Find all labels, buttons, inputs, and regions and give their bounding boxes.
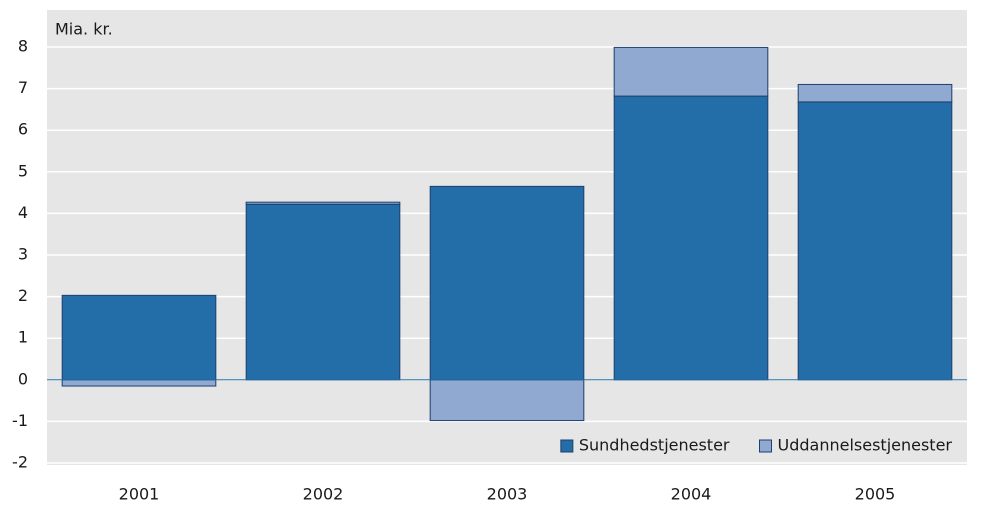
bar-segment bbox=[429, 379, 585, 422]
bar-segment bbox=[245, 203, 401, 381]
x-tick-label: 2002 bbox=[303, 485, 344, 504]
y-tick-label: 2 bbox=[18, 286, 28, 305]
bar-segment bbox=[613, 46, 769, 97]
y-tick-label: 5 bbox=[18, 161, 28, 180]
y-tick-label: 4 bbox=[18, 203, 28, 222]
legend-label: Uddannelsestjenester bbox=[778, 436, 953, 455]
x-tick-label: 2001 bbox=[119, 485, 160, 504]
legend-label: Sundhedstjenester bbox=[579, 436, 730, 455]
legend-swatch bbox=[759, 439, 772, 453]
bar-segment bbox=[245, 201, 401, 205]
bar-segment bbox=[61, 294, 217, 381]
y-tick-label: 7 bbox=[18, 78, 28, 97]
y-tick-label: 0 bbox=[18, 369, 28, 388]
y-tick-label: 8 bbox=[18, 37, 28, 56]
x-tick-label: 2004 bbox=[671, 485, 712, 504]
bar-segment bbox=[61, 379, 217, 387]
bar-segment bbox=[797, 83, 953, 103]
legend-swatch bbox=[560, 439, 574, 453]
x-tick-label: 2003 bbox=[487, 485, 528, 504]
y-tick-label: 6 bbox=[18, 120, 28, 139]
y-tick-label: 1 bbox=[18, 328, 28, 347]
y-tick-label: 3 bbox=[18, 245, 28, 264]
y-tick-label: -1 bbox=[12, 411, 28, 430]
bar-segment bbox=[797, 101, 953, 381]
bar-segment bbox=[429, 185, 585, 381]
bar-segment bbox=[613, 95, 769, 381]
y-axis-label: Mia. kr. bbox=[55, 20, 113, 39]
x-tick-label: 2005 bbox=[855, 485, 896, 504]
y-tick-label: -2 bbox=[12, 453, 28, 472]
